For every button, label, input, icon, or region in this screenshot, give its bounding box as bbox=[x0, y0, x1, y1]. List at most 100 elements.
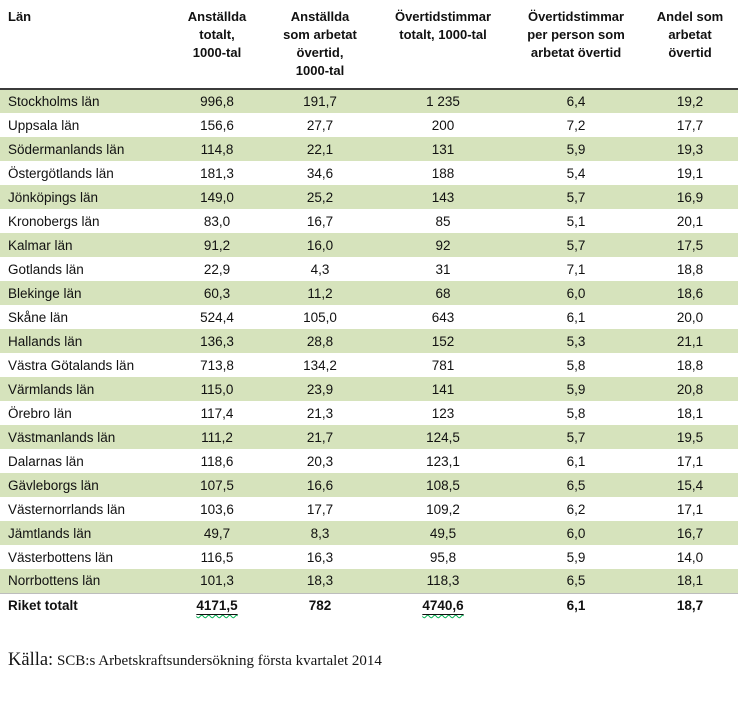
table-row: Skåne län 524,4 105,0 643 6,1 20,0 bbox=[0, 305, 738, 329]
table-row: Dalarnas län 118,6 20,3 123,1 6,1 17,1 bbox=[0, 449, 738, 473]
value-cell: 85 bbox=[435, 213, 451, 229]
value-cell: 5,7 bbox=[566, 189, 586, 205]
value-cell: 524,4 bbox=[200, 309, 234, 325]
table-header: Län Anställda totalt, 1000-tal Anställda… bbox=[0, 0, 738, 89]
value-cell: 105,0 bbox=[303, 309, 337, 325]
value-cell: 25,2 bbox=[306, 189, 334, 205]
county-cell: Gävleborgs län bbox=[8, 477, 99, 493]
value-cell: 68 bbox=[435, 285, 451, 301]
county-cell: Värmlands län bbox=[8, 381, 95, 397]
value-cell: 115,0 bbox=[200, 381, 234, 397]
value-cell: 28,8 bbox=[306, 333, 334, 349]
value-cell: 7,2 bbox=[566, 117, 586, 133]
value-cell: 131 bbox=[431, 141, 455, 157]
table-row: Södermanlands län 114,8 22,1 131 5,9 19,3 bbox=[0, 137, 738, 161]
column-header-overtidstimmar-totalt: Övertidstimmar totalt, 1000-tal bbox=[394, 9, 492, 42]
underlined-total-value: 4171,5 bbox=[196, 597, 238, 613]
value-cell: 16,9 bbox=[676, 189, 704, 205]
value-cell: 5,3 bbox=[566, 333, 586, 349]
value-cell: 22,9 bbox=[203, 261, 231, 277]
value-cell: 8,3 bbox=[310, 525, 330, 541]
county-cell: Västerbottens län bbox=[8, 549, 114, 565]
table-row: Kronobergs län 83,0 16,7 85 5,1 20,1 bbox=[0, 209, 738, 233]
value-cell: 156,6 bbox=[200, 117, 234, 133]
table-row: Värmlands län 115,0 23,9 141 5,9 20,8 bbox=[0, 377, 738, 401]
value-cell: 5,1 bbox=[566, 213, 586, 229]
value-cell: 16,6 bbox=[306, 477, 334, 493]
value-cell: 21,3 bbox=[306, 405, 334, 421]
value-cell: 19,1 bbox=[676, 165, 704, 181]
column-header-anstallda-totalt: Anställda totalt, 1000-tal bbox=[187, 9, 247, 60]
value-cell: 6,4 bbox=[566, 94, 586, 109]
county-cell: Norrbottens län bbox=[8, 573, 101, 589]
value-cell: 643 bbox=[431, 309, 455, 325]
value-cell: 781 bbox=[431, 357, 455, 373]
value-cell: 83,0 bbox=[203, 213, 231, 229]
table-row: Blekinge län 60,3 11,2 68 6,0 18,6 bbox=[0, 281, 738, 305]
source-note: Källa: SCB:s Arbetskraftsundersökning fö… bbox=[8, 650, 382, 671]
value-cell: 14,0 bbox=[676, 549, 704, 565]
value-cell: 18,8 bbox=[676, 261, 704, 277]
value-cell: 18,1 bbox=[676, 573, 704, 589]
value-cell: 19,2 bbox=[676, 94, 704, 109]
table-row: Uppsala län 156,6 27,7 200 7,2 17,7 bbox=[0, 113, 738, 137]
value-cell: 20,3 bbox=[306, 453, 334, 469]
value-cell: 123 bbox=[431, 405, 455, 421]
value-cell: 7,1 bbox=[566, 261, 586, 277]
value-cell: 6,0 bbox=[566, 285, 586, 301]
county-cell: Skåne län bbox=[8, 309, 69, 325]
total-value-cell: 4171,5 bbox=[170, 593, 264, 617]
county-cell: Västra Götalands län bbox=[8, 357, 135, 373]
total-label-cell: Riket totalt bbox=[8, 597, 78, 613]
value-cell: 713,8 bbox=[200, 357, 234, 373]
total-value-cell: 6,1 bbox=[566, 597, 586, 613]
value-cell: 16,7 bbox=[676, 525, 704, 541]
total-value-cell: 18,7 bbox=[676, 597, 704, 613]
county-cell: Kalmar län bbox=[8, 237, 73, 253]
value-cell: 191,7 bbox=[303, 94, 337, 109]
column-header-andel: Andel som arbetat övertid bbox=[656, 9, 724, 60]
table-row: Gotlands län 22,9 4,3 31 7,1 18,8 bbox=[0, 257, 738, 281]
table-row: Stockholms län 996,8 191,7 1 235 6,4 19,2 bbox=[0, 89, 738, 113]
total-value-cell: 4740,6 bbox=[376, 593, 510, 617]
value-cell: 18,8 bbox=[676, 357, 704, 373]
value-cell: 20,8 bbox=[676, 381, 704, 397]
value-cell: 5,7 bbox=[566, 237, 586, 253]
table-row: Kalmar län 91,2 16,0 92 5,7 17,5 bbox=[0, 233, 738, 257]
value-cell: 124,5 bbox=[426, 429, 460, 445]
total-value-cell: 782 bbox=[308, 597, 332, 613]
table-row: Gävleborgs län 107,5 16,6 108,5 6,5 15,4 bbox=[0, 473, 738, 497]
value-cell: 6,5 bbox=[566, 477, 586, 493]
value-cell: 149,0 bbox=[200, 189, 234, 205]
value-cell: 5,9 bbox=[566, 381, 586, 397]
value-cell: 107,5 bbox=[200, 477, 234, 493]
county-cell: Stockholms län bbox=[8, 94, 100, 109]
value-cell: 116,5 bbox=[200, 549, 234, 565]
value-cell: 23,9 bbox=[306, 381, 334, 397]
table-body: Stockholms län 996,8 191,7 1 235 6,4 19,2 Upps… bbox=[0, 89, 738, 617]
value-cell: 118,3 bbox=[426, 573, 460, 589]
table-row: Örebro län 117,4 21,3 123 5,8 18,1 bbox=[0, 401, 738, 425]
value-cell: 49,5 bbox=[429, 525, 457, 541]
value-cell: 49,7 bbox=[203, 525, 231, 541]
value-cell: 4,3 bbox=[310, 261, 330, 277]
county-cell: Västernorrlands län bbox=[8, 501, 126, 517]
value-cell: 91,2 bbox=[203, 237, 231, 253]
value-cell: 16,3 bbox=[306, 549, 334, 565]
county-cell: Jönköpings län bbox=[8, 189, 99, 205]
value-cell: 111,2 bbox=[201, 429, 233, 445]
county-cell: Södermanlands län bbox=[8, 141, 125, 157]
table-row: Västmanlands län 111,2 21,7 124,5 5,7 19,5 bbox=[0, 425, 738, 449]
value-cell: 17,1 bbox=[676, 501, 704, 517]
value-cell: 181,3 bbox=[200, 165, 234, 181]
value-cell: 118,6 bbox=[200, 453, 234, 469]
value-cell: 6,1 bbox=[566, 453, 586, 469]
value-cell: 200 bbox=[431, 117, 455, 133]
value-cell: 17,1 bbox=[676, 453, 704, 469]
value-cell: 27,7 bbox=[306, 117, 334, 133]
county-cell: Uppsala län bbox=[8, 117, 80, 133]
value-cell: 101,3 bbox=[200, 573, 234, 589]
value-cell: 5,7 bbox=[566, 429, 586, 445]
value-cell: 136,3 bbox=[200, 333, 234, 349]
